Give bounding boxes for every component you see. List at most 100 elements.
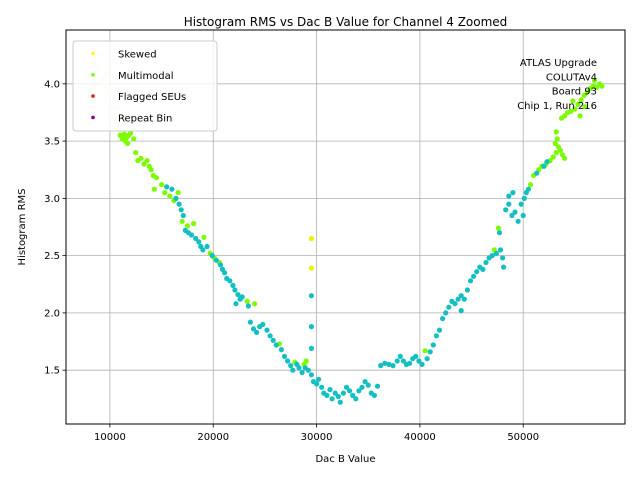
data-point-teal — [329, 396, 335, 402]
data-point-lime — [550, 154, 556, 160]
data-point-teal — [386, 361, 392, 367]
data-point-lime — [527, 182, 534, 188]
data-point-teal — [270, 337, 276, 343]
data-point-teal — [397, 353, 403, 359]
data-point-teal — [204, 243, 210, 250]
data-point-teal — [233, 301, 239, 307]
x-tick-label: 30000 — [301, 432, 333, 443]
data-point-lime — [553, 150, 559, 156]
data-point-teal — [501, 264, 507, 270]
data-point-teal — [446, 304, 452, 310]
data-point-yellow — [308, 265, 314, 271]
data-point-teal — [247, 319, 253, 325]
data-point-lime — [148, 167, 154, 173]
data-point-lime — [201, 234, 207, 240]
data-point-lime — [562, 113, 568, 119]
annotation-line: ATLAS Upgrade — [520, 58, 597, 69]
chart-title: Histogram RMS vs Dac B Value for Channel… — [184, 15, 508, 29]
data-point-teal — [173, 195, 179, 201]
data-point-lime — [582, 104, 588, 110]
data-point-teal — [433, 333, 439, 339]
data-point-lime — [557, 147, 564, 153]
data-point-teal — [365, 382, 371, 388]
data-point-teal — [196, 239, 202, 245]
plot-frame — [65, 29, 626, 425]
data-point-teal — [250, 326, 257, 332]
data-point-lime — [581, 92, 587, 98]
data-point-teal — [400, 358, 406, 364]
data-point-teal — [188, 232, 195, 238]
x-tick-label: 40000 — [404, 432, 436, 443]
data-point-teal — [254, 329, 260, 335]
data-point-teal — [314, 381, 320, 387]
y-tick-label: 1.5 — [44, 366, 60, 377]
data-point-lime — [138, 155, 144, 161]
y-tick-label: 4.0 — [44, 79, 60, 90]
data-point-teal — [416, 358, 422, 364]
data-point-teal — [350, 392, 356, 398]
data-point-teal — [510, 190, 516, 196]
data-point-teal — [471, 273, 477, 279]
data-point-lime — [578, 97, 584, 103]
data-point-teal — [227, 278, 233, 284]
data-point-teal — [285, 358, 291, 364]
data-point-teal — [474, 269, 480, 275]
data-point-teal — [319, 384, 325, 390]
data-point-lime — [572, 106, 578, 112]
data-point-teal — [483, 259, 489, 266]
data-point-teal — [534, 170, 540, 176]
data-point-lime — [167, 193, 173, 199]
data-point-teal — [308, 345, 314, 351]
legend-label: Flagged SEUs — [118, 92, 186, 103]
data-point-teal — [424, 356, 430, 362]
data-point-teal — [288, 363, 294, 369]
data-point-lime — [591, 77, 598, 83]
legend-marker — [91, 73, 95, 77]
data-point-lime — [151, 186, 157, 192]
data-point-teal — [356, 388, 362, 394]
data-point-teal — [169, 186, 175, 192]
data-point-teal — [164, 184, 170, 190]
x-tick-label: 10000 — [94, 432, 126, 443]
data-point-lime — [179, 218, 185, 224]
data-point-lime — [128, 130, 134, 136]
data-point-teal — [235, 292, 241, 298]
data-point-teal — [230, 282, 236, 288]
x-axis-ticks: 10000 20000 30000 40000 50000 — [94, 424, 539, 443]
data-point-lime — [552, 140, 558, 146]
data-point-teal — [525, 186, 532, 192]
data-point-lime — [133, 150, 139, 156]
data-point-teal — [436, 327, 443, 333]
data-point-teal — [371, 392, 377, 398]
y-axis-ticks: 1.5 2.0 2.5 3.0 3.5 4.0 — [44, 79, 66, 377]
y-axis-label: Histogram RMS — [17, 189, 28, 266]
data-point-teal — [335, 393, 341, 400]
data-point-teal — [378, 363, 384, 369]
data-point-teal — [503, 207, 509, 213]
data-point-teal — [200, 247, 206, 253]
data-point-teal — [520, 212, 526, 219]
legend-marker — [91, 51, 95, 56]
legend-marker — [91, 94, 95, 98]
data-point-teal — [407, 360, 413, 366]
data-point-teal — [518, 201, 524, 207]
data-point-teal — [324, 392, 330, 398]
data-point-teal — [305, 367, 311, 373]
data-point-lime — [562, 155, 568, 161]
data-point-teal — [455, 296, 461, 302]
data-point-teal — [327, 387, 333, 393]
data-point-lime — [577, 113, 583, 119]
data-point-lime — [131, 136, 137, 142]
data-point-teal — [374, 383, 381, 389]
data-point-teal — [308, 372, 314, 378]
data-point-lime — [144, 158, 150, 164]
data-point-lime — [594, 84, 600, 90]
x-tick-label: 50000 — [507, 432, 539, 443]
data-point-teal — [496, 230, 503, 236]
data-point-teal — [394, 358, 400, 364]
data-point-lime — [599, 83, 605, 89]
data-point-teal — [316, 376, 322, 382]
data-point-teal — [299, 369, 305, 376]
legend-label: Repeat Bin — [118, 113, 172, 124]
